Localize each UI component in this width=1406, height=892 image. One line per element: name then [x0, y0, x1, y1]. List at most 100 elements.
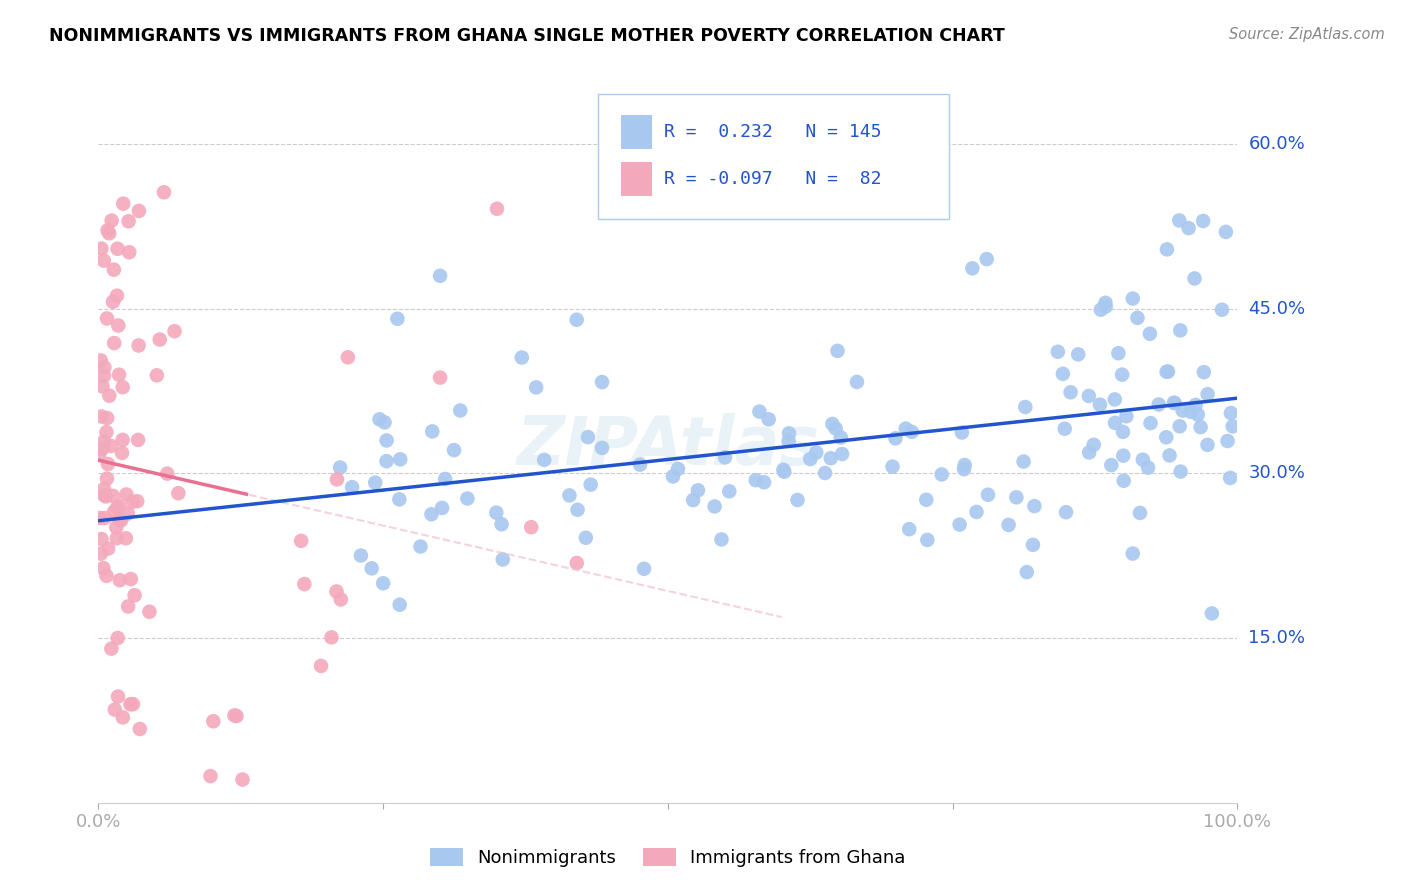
- Point: [104, 703, 127, 717]
- Point: [714, 450, 737, 465]
- Point: [91, 379, 114, 393]
- Point: [1159, 449, 1181, 463]
- Point: [1090, 302, 1112, 317]
- Point: [524, 380, 547, 394]
- Point: [1197, 387, 1219, 401]
- Point: [758, 412, 780, 426]
- Point: [309, 659, 332, 673]
- Point: [1115, 409, 1137, 424]
- Point: [1112, 449, 1135, 463]
- Point: [224, 708, 246, 723]
- Point: [93, 368, 115, 383]
- Point: [565, 312, 588, 326]
- Point: [115, 487, 138, 501]
- Point: [917, 533, 939, 547]
- Point: [591, 375, 613, 389]
- Point: [662, 469, 685, 483]
- Point: [202, 714, 225, 729]
- Legend: Nonimmigrants, Immigrants from Ghana: Nonimmigrants, Immigrants from Ghana: [425, 842, 911, 872]
- Point: [100, 213, 122, 227]
- Point: [824, 421, 846, 435]
- Point: [1219, 471, 1241, 485]
- Point: [976, 252, 998, 266]
- Point: [752, 475, 775, 490]
- Point: [1216, 434, 1239, 448]
- Point: [628, 458, 651, 472]
- Point: [1122, 292, 1144, 306]
- Point: [1078, 445, 1101, 459]
- Point: [576, 430, 599, 444]
- Point: [112, 196, 135, 211]
- Point: [90, 242, 112, 256]
- Point: [485, 506, 508, 520]
- Point: [1222, 419, 1244, 434]
- Point: [953, 458, 976, 472]
- Point: [96, 472, 118, 486]
- Point: [105, 520, 128, 534]
- Point: [118, 245, 141, 260]
- Point: [1112, 425, 1135, 439]
- Point: [128, 338, 150, 352]
- Point: [1059, 385, 1081, 400]
- Point: [111, 433, 134, 447]
- Point: [814, 466, 837, 480]
- Point: [1022, 538, 1045, 552]
- Text: R =  0.232   N = 145: R = 0.232 N = 145: [664, 123, 882, 141]
- Point: [1094, 300, 1116, 314]
- Point: [1129, 506, 1152, 520]
- Point: [1189, 420, 1212, 434]
- Point: [1126, 310, 1149, 325]
- Point: [827, 343, 849, 358]
- Point: [575, 531, 598, 545]
- Point: [491, 517, 513, 532]
- Point: [375, 434, 398, 448]
- Point: [388, 492, 411, 507]
- Point: [1197, 438, 1219, 452]
- Point: [128, 203, 150, 218]
- Point: [103, 262, 125, 277]
- Point: [329, 592, 352, 607]
- Point: [225, 709, 247, 723]
- Point: [633, 562, 655, 576]
- Point: [122, 697, 145, 711]
- Point: [898, 522, 921, 536]
- Point: [1156, 243, 1178, 257]
- Point: [520, 520, 543, 534]
- Point: [290, 533, 312, 548]
- Point: [325, 584, 347, 599]
- Point: [107, 318, 129, 333]
- Point: [93, 482, 115, 496]
- Point: [93, 360, 115, 375]
- Point: [1215, 225, 1237, 239]
- Point: [121, 494, 143, 508]
- Point: [96, 223, 118, 237]
- Point: [1168, 419, 1191, 434]
- Point: [682, 493, 704, 508]
- Point: [107, 631, 129, 645]
- Point: [105, 531, 128, 545]
- Point: [1187, 408, 1209, 422]
- Text: R = -0.097   N =  82: R = -0.097 N = 82: [664, 170, 882, 188]
- Point: [443, 443, 465, 458]
- Point: [375, 454, 398, 468]
- Point: [1099, 458, 1122, 472]
- Point: [389, 452, 412, 467]
- Point: [108, 573, 131, 587]
- Point: [449, 403, 471, 417]
- Point: [409, 540, 432, 554]
- Point: [1024, 499, 1046, 513]
- Point: [799, 452, 821, 467]
- Point: [1157, 365, 1180, 379]
- Point: [1156, 365, 1178, 379]
- Point: [1088, 398, 1111, 412]
- Point: [1046, 344, 1069, 359]
- Point: [156, 467, 179, 481]
- Point: [111, 710, 134, 724]
- Point: [430, 500, 453, 515]
- Point: [100, 641, 122, 656]
- Point: [87, 448, 110, 462]
- Point: [1137, 460, 1160, 475]
- Point: [915, 492, 938, 507]
- Point: [558, 488, 581, 502]
- Point: [117, 507, 139, 521]
